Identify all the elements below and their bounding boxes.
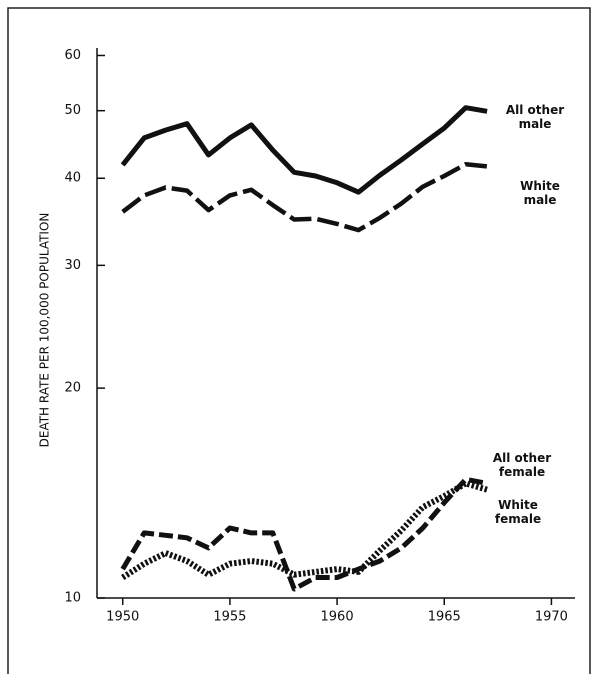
y-tick-label: 20 [64,381,81,396]
y-tick-label: 50 [64,103,81,118]
y-tick-label: 60 [64,48,81,63]
y-tick-label: 40 [64,171,81,186]
series-label: All other female [492,451,552,479]
y-axis-label: DEATH RATE PER 100,000 POPULATION [38,213,52,448]
series-label: White male [520,179,560,207]
series-line [120,105,488,195]
series-label: White female [494,498,542,526]
x-tick-label: 1950 [106,610,139,625]
x-tick-label: 1955 [213,610,246,625]
x-tick-label: 1960 [321,610,354,625]
y-tick-label: 10 [64,591,81,606]
frame [7,7,591,674]
y-tick-label: 30 [64,258,81,273]
series-label: All other male [505,103,565,131]
x-tick-label: 1970 [535,610,568,625]
series-line [121,480,488,581]
x-tick-label: 1965 [428,610,461,625]
series-line [120,476,488,592]
series-line [121,161,488,233]
